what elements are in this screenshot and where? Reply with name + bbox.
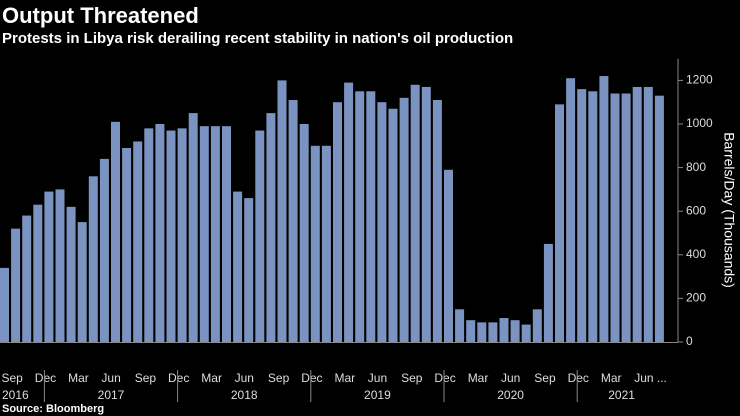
x-tick-label: Dec [168,371,189,385]
x-tick-label: Sep [135,371,157,385]
chart-title: Output Threatened [2,3,199,28]
bar [632,86,642,342]
bar [133,141,143,342]
bar [421,86,431,342]
bar [144,128,154,342]
x-tick-label: Mar [201,371,222,385]
x-tick-label: Dec [301,371,322,385]
year-label: 2017 [98,388,125,402]
bar [244,198,254,342]
bar [0,267,9,342]
y-axis-label: Barrels/Day (Thousands) [721,132,737,288]
y-tick-label: 800 [686,160,706,174]
bar [333,102,342,342]
bar [155,124,165,342]
bar [543,243,553,342]
bar [55,189,65,342]
x-tick-label: Sep [401,371,423,385]
bar [99,158,109,342]
bar [466,320,476,342]
y-tick-label: 600 [686,203,706,217]
bar [488,322,498,342]
bar [510,320,520,342]
bar [444,169,453,342]
bar [566,78,576,342]
y-tick-label: 0 [686,334,693,348]
x-tick-label: Mar [335,371,356,385]
y-tick-label: 1200 [686,73,713,87]
bar [366,91,376,342]
bar [388,108,398,343]
x-tick-label: Mar [468,371,489,385]
bar [410,84,420,342]
x-tick-label: Jun [235,371,254,385]
x-tick-label: Dec [434,371,455,385]
bar [255,130,265,342]
bar [455,309,465,342]
x-tick-label: Jun ... [634,371,667,385]
chart-subtitle: Protests in Libya risk derailing recent … [2,30,513,47]
year-label: 2021 [608,388,635,402]
bar [299,124,309,342]
bar [188,113,198,342]
x-tick-label: Sep [268,371,290,385]
year-label: 2020 [497,388,524,402]
bar [555,104,564,342]
y-tick-label: 200 [686,291,706,305]
bar [111,121,120,342]
bar [11,228,21,342]
bar [266,113,276,342]
x-tick-label: Jun [501,371,520,385]
bar [588,91,598,342]
bar [210,126,220,343]
bar [199,126,209,343]
x-tick-label: Sep [2,371,24,385]
bar [288,100,298,343]
y-tick-label: 1000 [686,116,713,130]
source: Source: Bloomberg [2,403,104,415]
bar [44,191,54,342]
y-tick-label: 400 [686,247,706,261]
bar [177,128,187,342]
bar [122,147,132,342]
bar [654,95,664,342]
bar [610,93,620,342]
bar [66,206,76,342]
bar [344,82,354,342]
year-label: 2018 [231,388,258,402]
x-tick-label: Jun [368,371,387,385]
bar [233,191,243,342]
bar [521,324,531,342]
x-tick-label: Dec [35,371,56,385]
bar [577,89,587,343]
bar [355,91,365,342]
bar [499,318,509,342]
x-tick-label: Jun [101,371,120,385]
bar [77,222,87,342]
bar [643,86,653,342]
bar [310,145,320,342]
bar [277,80,287,343]
x-tick-label: Mar [68,371,89,385]
bar [222,126,231,343]
bar [621,93,631,342]
bar [432,100,442,343]
bar [399,97,409,342]
bar [599,76,609,342]
bar [33,204,43,342]
bar [377,102,387,342]
bar [88,176,98,342]
bar [166,130,176,342]
bar [532,309,542,342]
year-label: 2016 [2,388,29,402]
x-tick-label: Mar [601,371,622,385]
x-tick-label: Dec [568,371,589,385]
bar [321,145,331,342]
x-tick-label: Sep [534,371,556,385]
bar [22,215,32,342]
bar [477,322,487,342]
year-label: 2019 [364,388,391,402]
